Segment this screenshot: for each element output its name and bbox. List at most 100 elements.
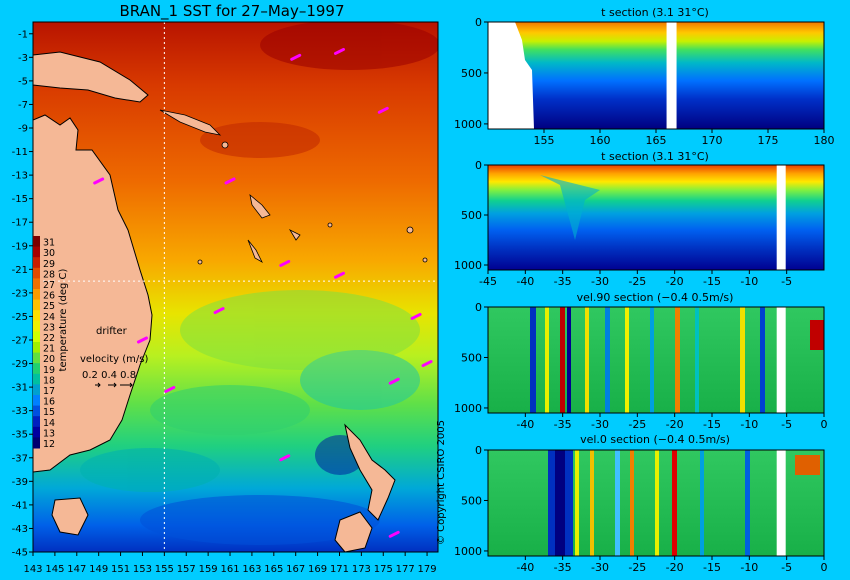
vel90-section-field — [488, 307, 824, 413]
colorbar-tick-label: 26 — [43, 291, 55, 302]
section-x-tick-label: -35 — [554, 418, 572, 431]
colorbar-swatch — [33, 363, 40, 375]
section-y-tick-label: 500 — [461, 67, 482, 80]
section-y-tick-label: 500 — [461, 351, 482, 364]
colorbar-swatch — [33, 267, 40, 279]
colorbar-swatch — [33, 416, 40, 428]
vel90-section-gap — [776, 307, 786, 413]
section-x-tick-label: -40 — [516, 275, 534, 288]
map-y-tick-label: -43 — [12, 524, 28, 535]
map-y-tick-label: -21 — [12, 265, 28, 276]
section-x-tick-label: -45 — [479, 275, 497, 288]
t-section-2-title: t section (3.1 31°C) — [601, 150, 709, 163]
section-x-tick-label: -25 — [628, 561, 646, 574]
map-x-tick-label: 171 — [330, 564, 349, 575]
section-y-tick-label: 1000 — [454, 545, 482, 558]
section-x-tick-label: -5 — [781, 275, 792, 288]
section-y-tick-label: 500 — [461, 209, 482, 222]
vel90-section-title: vel.90 section (−0.4 0.5m/s) — [577, 291, 734, 304]
map-y-ticks: -1 -3 -5 -7 -9 -11 -13 -15 -17 -19 -21 -23 -25 -27 -29… — [12, 29, 33, 559]
section-x-tick-label: -30 — [591, 418, 609, 431]
map-x-tick-label: 149 — [89, 564, 108, 575]
section-x-tick-label: -10 — [740, 561, 758, 574]
section-x-tick-label: -15 — [703, 275, 721, 288]
colorbar-swatch — [33, 426, 40, 438]
drifter-marker — [290, 53, 302, 61]
map-y-tick-label: -9 — [18, 124, 28, 135]
section-x-tick-label: 165 — [646, 134, 667, 147]
colorbar-tick-label: 25 — [43, 301, 55, 312]
vel90-section-bands — [530, 307, 824, 413]
colorbar-swatch — [33, 437, 40, 449]
map-y-tick-label: -1 — [18, 29, 28, 40]
map-x-tick-label: 161 — [220, 564, 239, 575]
drifter-marker — [333, 271, 345, 279]
colorbar-swatch — [33, 405, 40, 417]
drifter-marker — [388, 377, 400, 385]
map-y-tick-label: -29 — [12, 359, 28, 370]
map-title: BRAN_1 SST for 27–May–1997 — [119, 2, 344, 21]
vel0-section-bands — [548, 450, 820, 556]
colorbar-tick-label: 22 — [43, 333, 55, 344]
colorbar-swatch — [33, 257, 40, 269]
t-section-panel-1: t section (3.1 31°C) 155 160 165 170 175 180 0… — [454, 6, 835, 147]
map-y-tick-label: -3 — [18, 53, 28, 64]
tasmania — [51, 497, 89, 536]
map-x-tick-label: 169 — [308, 564, 327, 575]
section-x-tick-label: 170 — [702, 134, 723, 147]
t-section-1-land — [488, 22, 534, 129]
colorbar-swatch — [33, 342, 40, 354]
section-x-tick-label: -10 — [740, 275, 758, 288]
drifter-marker — [377, 106, 389, 114]
map-x-tick-label: 151 — [111, 564, 130, 575]
section-x-tick-label: -20 — [666, 418, 684, 431]
new-zealand-south — [334, 511, 373, 552]
section-x-tick-label: 0 — [821, 561, 828, 574]
colorbar-swatch — [33, 395, 40, 407]
map-y-tick-label: -39 — [12, 477, 28, 488]
section-x-tick-label: -10 — [740, 418, 758, 431]
map-x-tick-label: 153 — [133, 564, 152, 575]
colorbar-tick-label: 28 — [43, 269, 55, 280]
map-x-tick-label: 165 — [264, 564, 283, 575]
colorbar-swatch — [33, 299, 40, 311]
section-y-tick-label: 1000 — [454, 402, 482, 415]
colorbar-swatch — [33, 236, 40, 248]
map-y-tick-label: -35 — [12, 430, 28, 441]
section-x-tick-label: 160 — [590, 134, 611, 147]
map-x-tick-label: 155 — [155, 564, 174, 575]
section-x-tick-label: -20 — [666, 275, 684, 288]
drifter-marker — [279, 259, 291, 267]
colorbar-tick-label: 19 — [43, 365, 55, 376]
new-guinea — [33, 51, 149, 103]
section-x-tick-label: 175 — [758, 134, 779, 147]
velocity-legend-values: 0.2 0.4 0.8 — [82, 370, 136, 381]
map-y-tick-label: -15 — [12, 194, 28, 205]
colorbar-tick-label: 17 — [43, 386, 55, 397]
colorbar-label: temperature (deg C) — [58, 268, 69, 371]
map-y-tick-label: -33 — [12, 406, 28, 417]
map-x-tick-label: 167 — [286, 564, 305, 575]
drifter-marker — [213, 307, 225, 315]
section-x-tick-label: -35 — [554, 561, 572, 574]
drifter-marker — [136, 336, 148, 344]
t-section-1-gap — [666, 22, 677, 129]
map-y-tick-label: -5 — [18, 76, 28, 87]
section-y-tick-label: 500 — [461, 494, 482, 507]
section-x-tick-label: -15 — [703, 418, 721, 431]
colorbar-tick-label: 30 — [43, 248, 55, 259]
drifter-marker — [224, 177, 236, 185]
map-x-ticks: 143 145 147 149 151 153 155 157 159 161 163 165 167 1… — [23, 552, 437, 575]
t-section-2-field — [488, 165, 824, 270]
section-y-tick-label: 0 — [475, 444, 482, 457]
pacific-islands — [159, 109, 428, 265]
vel0-section-gap — [776, 450, 786, 556]
section-x-tick-label: -30 — [591, 561, 609, 574]
velocity-arrows — [95, 382, 133, 388]
australia-landmass — [33, 114, 153, 473]
map-y-tick-label: -27 — [12, 336, 28, 347]
sst-map-panel: BRAN_1 SST for 27–May–1997 — [12, 2, 447, 575]
map-y-tick-label: -25 — [12, 312, 28, 323]
vel0-section-title: vel.0 section (−0.4 0.5m/s) — [580, 433, 730, 446]
